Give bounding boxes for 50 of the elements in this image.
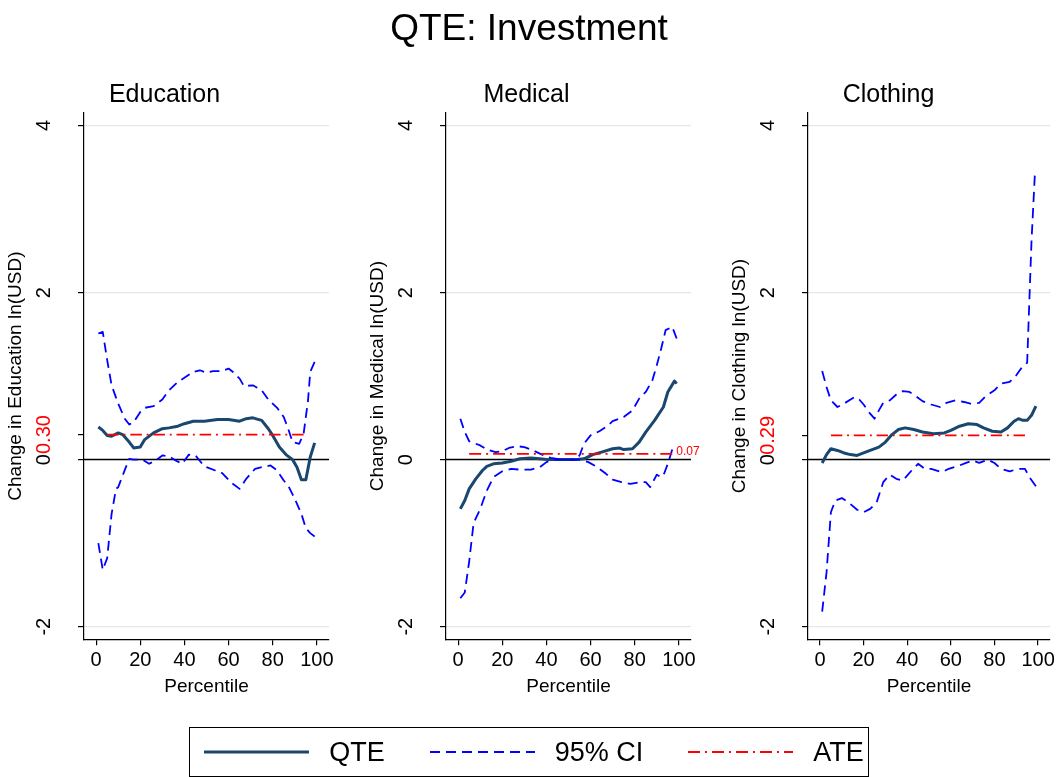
- y-axis-title: Change in Clothing ln(USD): [727, 258, 749, 494]
- x-tick-label: 80: [983, 647, 1006, 670]
- x-axis-title: Percentile: [886, 674, 972, 696]
- x-tick-label: 0: [452, 647, 464, 670]
- y-axis-title: Change in Medical ln(USD): [365, 260, 387, 492]
- chart-subtitle: Education: [108, 78, 221, 107]
- line-series: [821, 458, 1037, 613]
- x-tick-label: 0: [814, 647, 826, 670]
- legend-label: ATE: [813, 736, 864, 768]
- chart-subtitle: Clothing: [842, 78, 935, 107]
- line-series: [97, 453, 316, 571]
- x-axis-title: Percentile: [164, 674, 249, 696]
- x-axis-title: Percentile: [526, 674, 611, 696]
- y-tick-label: 0.30: [31, 415, 54, 455]
- line-series: [821, 174, 1036, 420]
- x-tick-label: 20: [129, 647, 152, 670]
- x-tick-label: 20: [852, 647, 875, 670]
- line-series: [97, 330, 316, 445]
- y-tick-label: 4: [31, 119, 54, 132]
- legend-label: QTE: [329, 736, 385, 768]
- x-tick-label: 60: [217, 647, 240, 670]
- y-tick-label: 2: [755, 287, 778, 299]
- x-tick-label: 40: [173, 647, 196, 670]
- y-tick-label: -2: [393, 617, 416, 636]
- x-tick-label: 60: [939, 647, 962, 670]
- y-tick-label: 2: [393, 287, 416, 299]
- x-tick-label: 100: [662, 647, 696, 670]
- y-tick-label: -2: [755, 617, 778, 636]
- y-tick-label: 0: [755, 454, 778, 466]
- x-tick-label: 0: [90, 647, 102, 670]
- legend-label: 95% CI: [554, 736, 644, 768]
- y-tick-label: 0: [31, 454, 54, 466]
- x-tick-label: 60: [579, 647, 602, 670]
- x-tick-label: 100: [300, 647, 334, 670]
- y-tick-label: 0.29: [755, 415, 778, 455]
- x-tick-label: 80: [261, 647, 284, 670]
- x-tick-label: 80: [623, 647, 646, 670]
- data-label: 0.07: [676, 444, 700, 459]
- y-tick-label: 4: [755, 119, 778, 132]
- y-tick-label: -2: [31, 617, 54, 636]
- x-tick-label: 40: [535, 647, 558, 670]
- y-tick-label: 4: [393, 119, 416, 132]
- chart-subtitle: Medical: [483, 78, 570, 107]
- y-tick-label: 2: [31, 287, 54, 299]
- y-axis-title: Change in Education ln(USD): [3, 251, 25, 501]
- x-tick-label: 20: [491, 647, 514, 670]
- y-tick-label: 0: [393, 454, 416, 466]
- chart-title: QTE: Investment: [390, 6, 668, 50]
- x-tick-label: 100: [1021, 647, 1055, 670]
- x-tick-label: 40: [896, 647, 919, 670]
